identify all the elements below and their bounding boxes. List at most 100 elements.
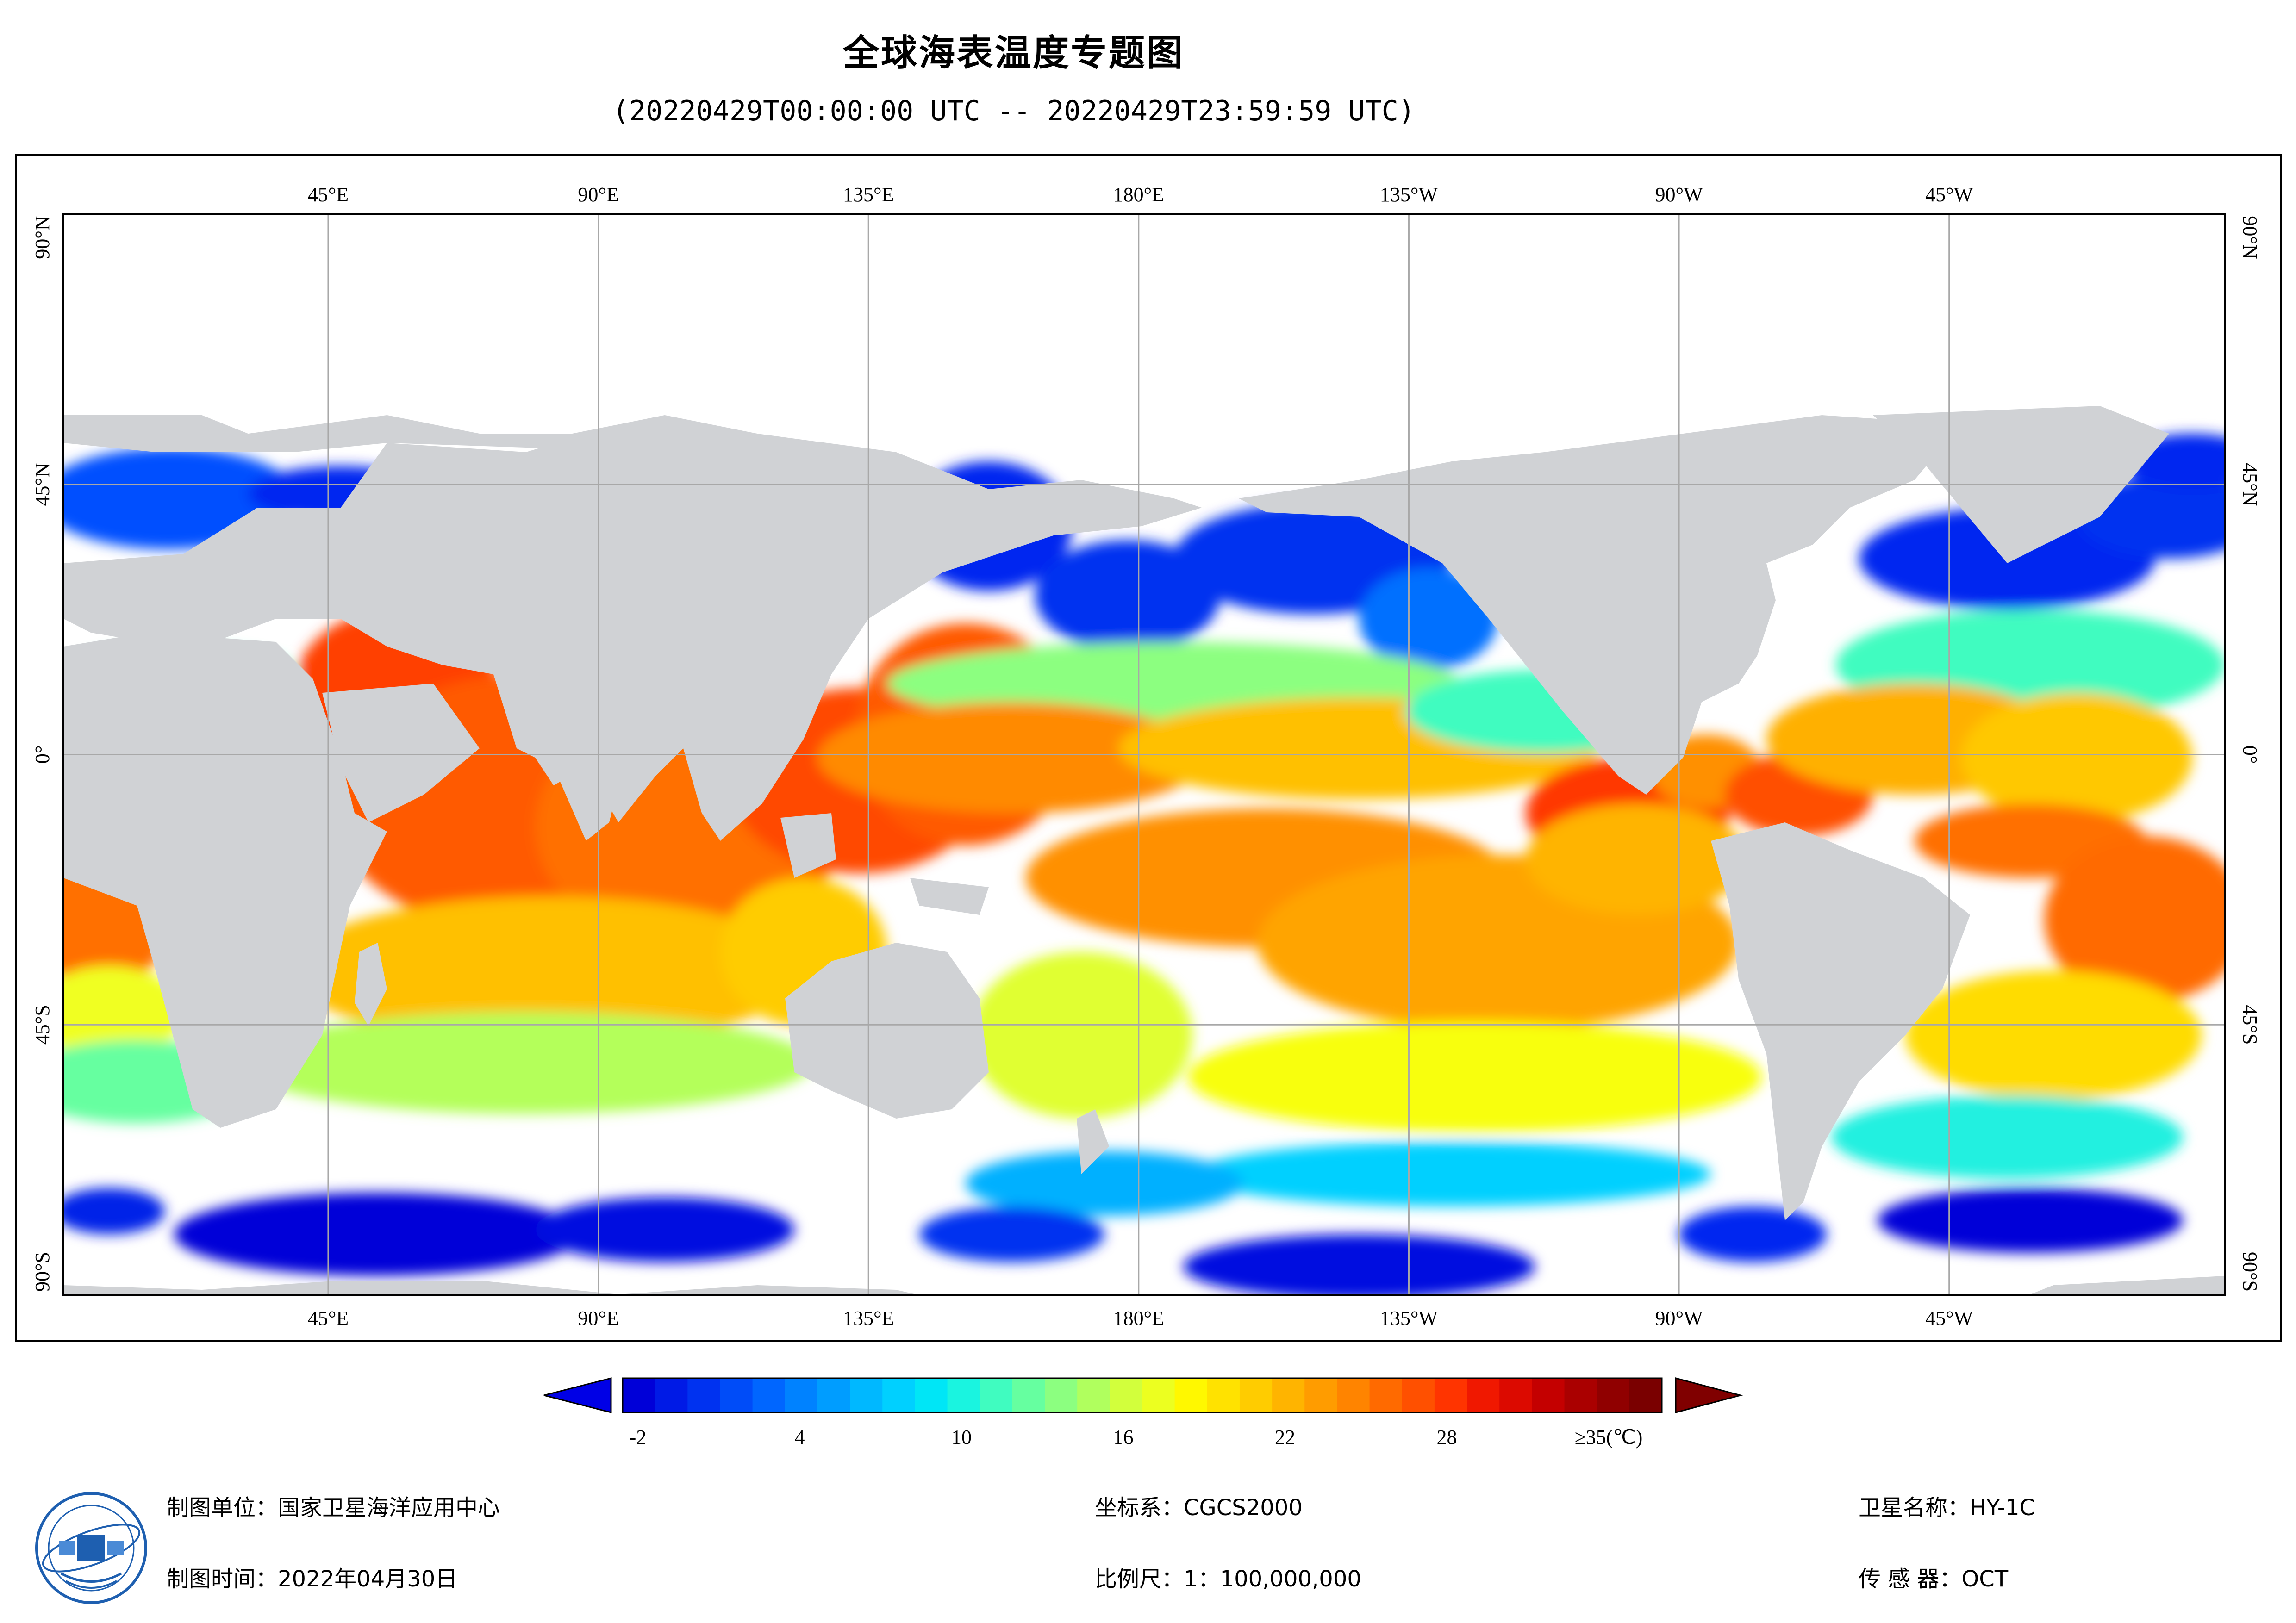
legend-bin bbox=[1207, 1378, 1240, 1412]
sst-patch bbox=[1192, 1142, 1711, 1206]
legend-bin bbox=[1272, 1378, 1305, 1412]
sst-patch bbox=[1035, 540, 1220, 651]
satellite-name: 卫星名称：HY-1C bbox=[1859, 1495, 2035, 1521]
latitude-labels-left: 90°N 45°N 0° 45°S 90°S bbox=[31, 216, 54, 1292]
legend-bin bbox=[1597, 1378, 1630, 1412]
lon-tick-label: 45°W bbox=[1925, 183, 1973, 206]
legend-bar-outline bbox=[622, 1377, 1663, 1413]
sst-patch bbox=[1188, 1021, 1762, 1132]
legend-tick: ≥35(℃) bbox=[1575, 1426, 1643, 1449]
sst-patch bbox=[1526, 804, 1748, 915]
lat-tick-label: 45°N bbox=[2239, 463, 2261, 506]
sensor-name: 传 感 器：OCT bbox=[1859, 1566, 2009, 1592]
sst-patch bbox=[535, 1197, 794, 1262]
legend-bin bbox=[915, 1378, 948, 1412]
india-landmass bbox=[540, 711, 637, 841]
coordinate-system: 坐标系：CGCS2000 bbox=[1095, 1495, 1303, 1521]
legend-bin bbox=[1369, 1378, 1403, 1412]
legend-color-bins bbox=[623, 1378, 1662, 1412]
sea-surface-temperature-map: 45°E 90°E 135°E 180°E 135°W 90°W 45°W 45°E 90°E… bbox=[31, 183, 2261, 1330]
sst-patch bbox=[1183, 1234, 1535, 1295]
legend-max-arrow bbox=[1675, 1377, 1743, 1413]
legend-bin bbox=[1142, 1378, 1175, 1412]
legend-bin bbox=[1532, 1378, 1565, 1412]
latitude-labels-right: 90°N 45°N 0° 45°S 90°S bbox=[2239, 216, 2261, 1292]
sst-patch bbox=[63, 1188, 165, 1234]
legend-bin bbox=[1629, 1378, 1662, 1412]
sst-patch bbox=[1831, 1095, 2183, 1179]
sst-patch bbox=[174, 1193, 581, 1276]
longitude-labels-bottom: 45°E 90°E 135°E 180°E 135°W 90°W 45°W bbox=[308, 1307, 1973, 1330]
legend-bin bbox=[1110, 1378, 1142, 1412]
legend-tick-labels: -2 4 10 16 22 28 ≥35(℃) bbox=[630, 1426, 1643, 1449]
nsoas-logo bbox=[35, 1492, 147, 1604]
legend-tick: 10 bbox=[951, 1426, 972, 1449]
legend-bin bbox=[785, 1378, 818, 1412]
south-america-landmass bbox=[1711, 822, 1970, 1220]
lon-tick-label: 180°E bbox=[1113, 183, 1164, 206]
legend-bin bbox=[1434, 1378, 1467, 1412]
legend-bin bbox=[980, 1378, 1013, 1412]
sst-patch bbox=[1961, 693, 2192, 822]
eurasia-landmass bbox=[63, 424, 1202, 841]
lat-tick-label: 90°S bbox=[2239, 1252, 2261, 1292]
legend-bin bbox=[1402, 1378, 1435, 1412]
map-scale: 比例尺：1：100,000,000 bbox=[1095, 1566, 1361, 1592]
north-america-landmass bbox=[1239, 415, 1961, 795]
lon-tick-label: 90°W bbox=[1655, 183, 1703, 206]
legend-bin bbox=[850, 1378, 883, 1412]
arabia-landmass bbox=[322, 684, 480, 822]
lon-tick-label: 45°W bbox=[1925, 1307, 1973, 1330]
legend-bin bbox=[1239, 1378, 1273, 1412]
legend-tick: 28 bbox=[1437, 1426, 1457, 1449]
legend-bin bbox=[1564, 1378, 1597, 1412]
legend-min-arrow bbox=[543, 1377, 612, 1413]
sst-patch bbox=[1878, 1188, 2183, 1253]
sst-patch bbox=[817, 702, 1206, 813]
sst-patch bbox=[2044, 836, 2225, 1003]
legend-bin bbox=[1304, 1378, 1337, 1412]
sst-patch bbox=[1678, 1206, 1827, 1262]
borneo-landmass bbox=[780, 813, 836, 878]
australia-landmass bbox=[785, 943, 989, 1119]
arctic-landmass bbox=[63, 415, 757, 452]
antarctica-landmass bbox=[63, 1276, 2225, 1295]
legend-tick: -2 bbox=[630, 1426, 647, 1449]
legend-bin bbox=[1077, 1378, 1110, 1412]
longitude-labels-top: 45°E 90°E 135°E 180°E 135°W 90°W 45°W bbox=[308, 183, 1973, 206]
lat-tick-label: 90°N bbox=[2239, 216, 2261, 259]
lon-tick-label: 135°E bbox=[843, 1307, 894, 1330]
lat-tick-label: 45°S bbox=[31, 1005, 54, 1045]
madagascar-landmass bbox=[355, 943, 387, 1026]
lon-tick-label: 90°W bbox=[1655, 1307, 1703, 1330]
sst-patch bbox=[63, 966, 183, 1058]
lon-tick-label: 135°W bbox=[1380, 1307, 1438, 1330]
map-border bbox=[62, 213, 2226, 1296]
legend-tick: 22 bbox=[1275, 1426, 1295, 1449]
temperature-color-legend: -2 4 10 16 22 28 ≥35(℃) bbox=[543, 1377, 1743, 1449]
map-frame: 45°E 90°E 135°E 180°E 135°W 90°W 45°W 45°E 90°E… bbox=[15, 154, 2282, 1342]
lon-tick-label: 90°E bbox=[578, 183, 618, 206]
legend-bin bbox=[752, 1378, 786, 1412]
sst-patch bbox=[239, 1012, 813, 1114]
legend-bin bbox=[1499, 1378, 1532, 1412]
legend-tick: 16 bbox=[1113, 1426, 1134, 1449]
legend-bin bbox=[687, 1378, 720, 1412]
legend-bin bbox=[720, 1378, 753, 1412]
lat-tick-label: 45°N bbox=[31, 463, 54, 506]
legend-bin bbox=[1045, 1378, 1078, 1412]
legend-bin bbox=[1467, 1378, 1500, 1412]
mapping-date: 制图时间：2022年04月30日 bbox=[167, 1566, 458, 1592]
legend-bin bbox=[1337, 1378, 1370, 1412]
legend-bin bbox=[1012, 1378, 1045, 1412]
sst-patch bbox=[919, 1206, 1104, 1262]
lon-tick-label: 45°E bbox=[308, 1307, 349, 1330]
lat-tick-label: 0° bbox=[2239, 746, 2261, 764]
legend-bin bbox=[947, 1378, 980, 1412]
lon-tick-label: 45°E bbox=[308, 183, 349, 206]
africa-landmass bbox=[63, 633, 387, 1128]
map-title: 全球海表温度专题图 bbox=[842, 32, 1185, 74]
lat-tick-label: 0° bbox=[31, 746, 54, 764]
mapping-unit: 制图单位：国家卫星海洋应用中心 bbox=[167, 1495, 500, 1521]
lat-tick-label: 45°S bbox=[2239, 1005, 2261, 1045]
